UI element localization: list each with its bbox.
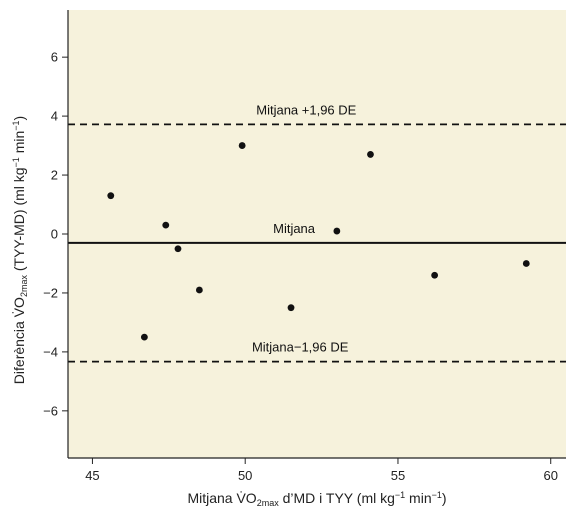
y-axis-title: Diferència V̇O2max (TYY-MD) (ml kg−1 min… xyxy=(11,116,29,384)
y-tick-label: 6 xyxy=(51,50,58,65)
x-tick-label: 60 xyxy=(543,468,557,483)
y-tick-label: 0 xyxy=(51,227,58,242)
upper-limit-line-label: Mitjana +1,96 DE xyxy=(256,102,356,117)
data-point xyxy=(238,142,246,149)
x-axis-title: Mitjana V̇O2max d’MD i TYY (ml kg−1 min−… xyxy=(187,490,446,508)
lower-limit-line-label: Mitjana−1,96 DE xyxy=(252,340,349,355)
data-point xyxy=(140,333,148,341)
y-tick-label: −6 xyxy=(43,403,58,418)
x-tick-label: 45 xyxy=(85,468,99,483)
x-tick-label: 55 xyxy=(391,468,405,483)
data-point xyxy=(431,271,439,279)
data-point xyxy=(174,245,182,253)
y-tick-label: 4 xyxy=(51,109,58,124)
y-tick-label: −4 xyxy=(43,344,58,359)
data-point xyxy=(333,227,341,235)
data-point xyxy=(162,221,170,229)
axes: −6 −4 −2 0 2 4 6 45 50 55 60 xyxy=(43,10,566,483)
y-tick-label: 2 xyxy=(51,168,58,183)
data-point xyxy=(522,260,530,267)
reference-lines xyxy=(68,123,566,363)
plot-area xyxy=(68,10,566,458)
data-point xyxy=(367,151,374,158)
mean-line-label: Mitjana xyxy=(273,221,316,236)
data-point xyxy=(107,192,115,200)
data-point xyxy=(287,304,295,312)
data-points xyxy=(107,142,530,341)
y-tick-label: −2 xyxy=(43,285,58,300)
x-tick-label: 50 xyxy=(238,468,252,483)
data-point xyxy=(195,286,203,294)
reference-labels: Mitjana Mitjana +1,96 DE Mitjana−1,96 DE xyxy=(252,102,357,354)
